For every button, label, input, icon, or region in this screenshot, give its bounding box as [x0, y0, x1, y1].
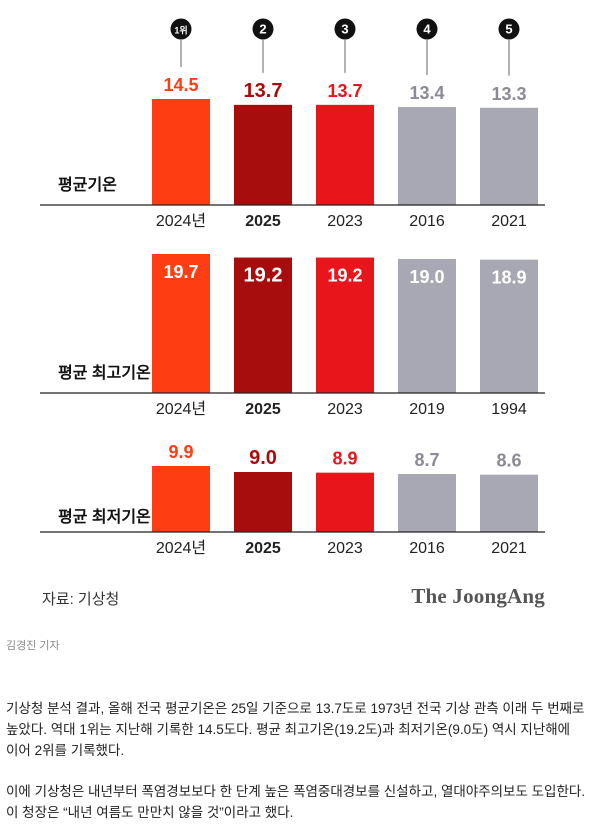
value-label: 19.7 — [163, 262, 198, 282]
value-label: 13.7 — [327, 81, 362, 101]
rank-label: 2 — [259, 22, 266, 37]
rank-badge — [252, 18, 274, 40]
value-label: 13.4 — [409, 83, 444, 103]
bar — [398, 107, 456, 205]
brand-logo: The JoongAng — [411, 584, 545, 608]
bar — [480, 259, 538, 393]
category-label: 2024년 — [156, 539, 206, 557]
value-label: 14.5 — [163, 75, 198, 95]
rank-label: 1위 — [174, 25, 187, 36]
byline: 김경진 기자 — [6, 640, 60, 652]
category-label: 2021 — [491, 213, 527, 230]
category-label: 2025 — [245, 540, 281, 557]
bar — [234, 104, 292, 205]
chart-panel: 평균 최고기온 19.7 2024년 19.2 2025 19.2 2023 19.0 2019… — [40, 254, 545, 418]
chart-panel: 평균기온 14.5 2024년 1위 13.7 2025 2 13.7 2023 3 13.4 201… — [40, 18, 545, 230]
category-label: 1994 — [491, 401, 527, 418]
value-label: 19.2 — [244, 265, 283, 287]
value-label: 19.0 — [409, 267, 444, 287]
rank-label: 4 — [423, 22, 431, 37]
bar — [480, 474, 538, 532]
value-label: 13.7 — [244, 80, 283, 102]
article-paragraph: 기상청 분석 결과, 올해 전국 평균기온은 25일 기준으로 13.7도로 1… — [6, 700, 585, 758]
bar — [234, 472, 292, 532]
value-label: 8.9 — [332, 449, 357, 469]
temperature-chart: 평균기온 14.5 2024년 1위 13.7 2025 2 13.7 2023 3 13.4 201… — [40, 18, 545, 557]
category-label: 2023 — [327, 540, 363, 557]
chart-panel: 평균 최저기온 9.9 2024년 9.0 2025 8.9 2023 8.7 2016 8.6 2… — [40, 442, 545, 557]
rank-label: 5 — [505, 22, 512, 37]
value-label: 9.9 — [168, 442, 193, 462]
bar — [152, 99, 210, 205]
bar — [152, 254, 210, 393]
chart-title: 평균 최고기온 — [58, 363, 151, 382]
category-label: 2021 — [491, 540, 527, 557]
chart-title: 평균기온 — [58, 176, 117, 194]
rank-badge — [334, 18, 356, 40]
chart-title: 평균 최저기온 — [58, 507, 151, 526]
rank-badge — [170, 18, 192, 40]
bar — [480, 107, 538, 205]
source-label: 자료: 기상청 — [42, 591, 120, 608]
bar — [316, 472, 374, 532]
value-label: 19.2 — [327, 266, 362, 286]
value-label: 8.6 — [496, 451, 521, 471]
category-label: 2024년 — [156, 400, 206, 418]
bar — [398, 474, 456, 532]
rank-label: 3 — [341, 22, 348, 37]
category-label: 2023 — [327, 213, 363, 230]
category-label: 2016 — [409, 213, 445, 230]
chart-area: 평균기온 14.5 2024년 1위 13.7 2025 2 13.7 2023 3 13.4 201… — [40, 18, 545, 608]
rank-badge — [416, 18, 438, 40]
value-label: 18.9 — [491, 268, 526, 288]
value-label: 9.0 — [249, 447, 277, 469]
category-label: 2016 — [409, 540, 445, 557]
value-label: 8.7 — [414, 450, 439, 470]
value-label: 13.3 — [491, 84, 526, 104]
category-label: 2023 — [327, 401, 363, 418]
bar — [316, 257, 374, 393]
category-label: 2025 — [245, 213, 281, 230]
rank-badge — [498, 18, 520, 40]
category-label: 2024년 — [156, 212, 206, 230]
category-label: 2025 — [245, 401, 281, 418]
category-label: 2019 — [409, 401, 445, 418]
bar — [152, 466, 210, 532]
bar — [234, 257, 292, 393]
bar — [316, 104, 374, 205]
bar — [398, 258, 456, 393]
article-paragraph: 이에 기상청은 내년부터 폭염경보보다 한 단계 높은 폭염중대경보를 신설하고… — [6, 783, 586, 820]
